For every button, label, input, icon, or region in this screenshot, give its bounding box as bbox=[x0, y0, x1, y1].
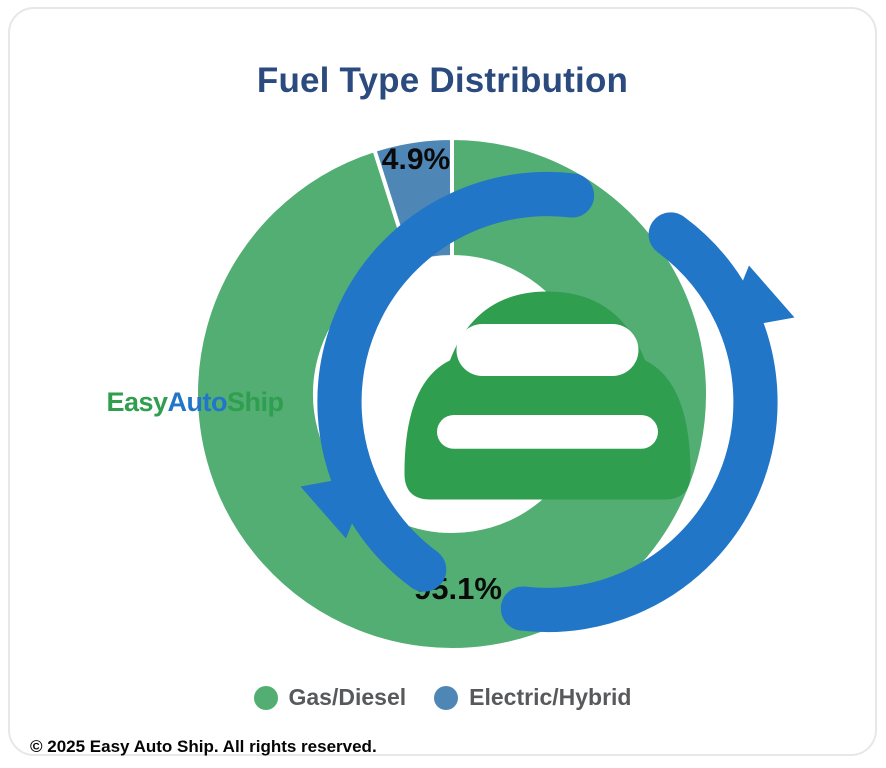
slice-label-electric-hybrid: 4.9% bbox=[381, 143, 451, 176]
logo-text: EasyAutoShip bbox=[106, 386, 284, 417]
legend-item-gas-diesel[interactable]: Gas/Diesel bbox=[253, 684, 407, 711]
chart-legend: Gas/Diesel Electric/Hybrid bbox=[10, 684, 875, 711]
chart-title: Fuel Type Distribution bbox=[256, 61, 629, 100]
car-circular-arrow-icon bbox=[300, 171, 795, 633]
legend-item-electric-hybrid[interactable]: Electric/Hybrid bbox=[434, 684, 631, 711]
legend-dot-electric-hybrid bbox=[434, 685, 459, 710]
easy-auto-ship-logo: EasyAutoShip bbox=[106, 142, 807, 662]
copyright-text: © 2025 Easy Auto Ship. All rights reserv… bbox=[30, 737, 377, 756]
legend-label-electric-hybrid: Electric/Hybrid bbox=[469, 684, 632, 710]
chart-card: Fuel Type Distribution 4.9% 95.1% EasyAu… bbox=[8, 7, 877, 756]
legend-label-gas-diesel: Gas/Diesel bbox=[288, 684, 407, 710]
legend-dot-gas-diesel bbox=[253, 685, 278, 710]
donut-chart-area: 4.9% 95.1% EasyAutoShip bbox=[106, 134, 795, 654]
